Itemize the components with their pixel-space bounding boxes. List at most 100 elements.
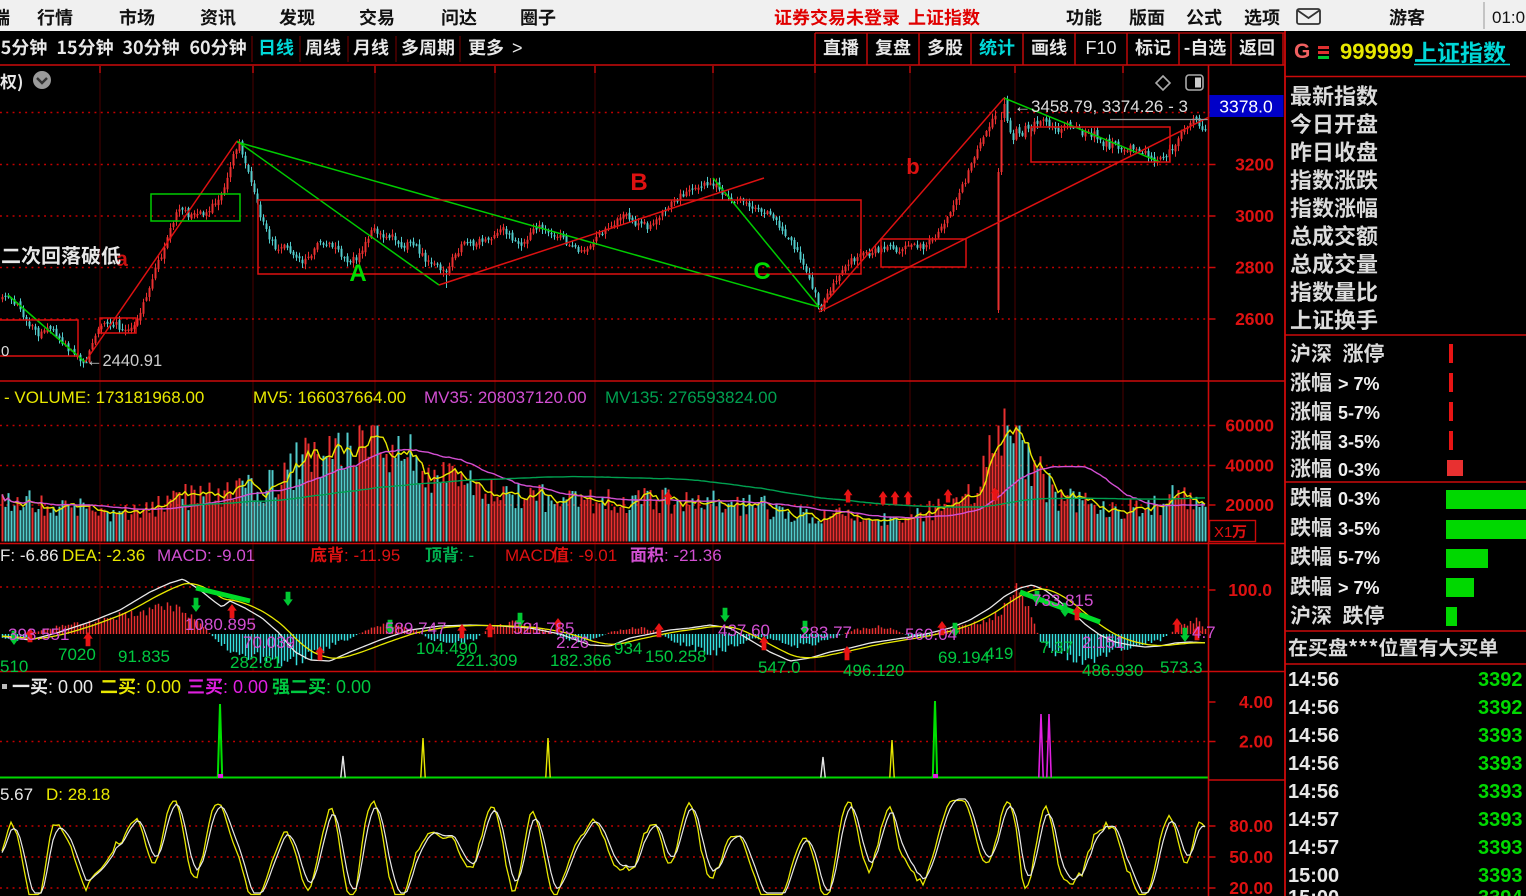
svg-text:14:56: 14:56 xyxy=(1288,781,1339,803)
svg-text:A: A xyxy=(349,260,366,287)
svg-text:100.0: 100.0 xyxy=(1228,580,1272,600)
svg-text:15:00: 15:00 xyxy=(1288,865,1339,887)
svg-text:7.37: 7.37 xyxy=(1040,638,1073,657)
svg-text:- VOLUME: 173181968.00: - VOLUME: 173181968.00 xyxy=(4,388,204,407)
svg-text:15:00: 15:00 xyxy=(1288,887,1339,896)
svg-text:573.3: 573.3 xyxy=(1160,658,1203,677)
svg-text:221.309: 221.309 xyxy=(456,651,517,670)
svg-text:0-3%: 0-3% xyxy=(1338,460,1380,480)
svg-text:MV5: 166037664.00: MV5: 166037664.00 xyxy=(253,388,406,407)
svg-text:50.00: 50.00 xyxy=(1229,847,1273,867)
svg-text:3-5%: 3-5% xyxy=(1338,432,1380,452)
svg-text:3393: 3393 xyxy=(1478,781,1523,803)
svg-text:521.785: 521.785 xyxy=(513,619,574,638)
svg-text:3393: 3393 xyxy=(1478,753,1523,775)
svg-text:X1: X1 xyxy=(1214,524,1232,541)
svg-text:3378.0: 3378.0 xyxy=(1219,97,1273,117)
svg-text:B: B xyxy=(630,169,647,196)
svg-text:0: 0 xyxy=(1,343,9,360)
svg-text:150.258: 150.258 xyxy=(645,647,706,666)
svg-text:: -: : - xyxy=(459,546,474,565)
svg-text:MACD: MACD xyxy=(505,546,555,565)
svg-text:80.00: 80.00 xyxy=(1229,816,1273,836)
svg-text:3393: 3393 xyxy=(1478,725,1523,747)
svg-text:2800: 2800 xyxy=(1235,258,1274,278)
svg-text:3-5%: 3-5% xyxy=(1338,519,1380,539)
svg-text:4.00: 4.00 xyxy=(1239,692,1273,712)
svg-text:5-7%: 5-7% xyxy=(1338,548,1380,568)
svg-text:3200: 3200 xyxy=(1235,155,1274,175)
svg-text:F: -6.86: F: -6.86 xyxy=(0,546,59,565)
svg-text:: -21.36: : -21.36 xyxy=(664,546,722,565)
svg-text:F10: F10 xyxy=(1085,38,1116,58)
svg-text:4.7: 4.7 xyxy=(1192,623,1216,642)
svg-text:: 0.00: : 0.00 xyxy=(326,677,371,697)
svg-text:3393: 3393 xyxy=(1478,837,1523,859)
svg-text:560.04: 560.04 xyxy=(905,625,957,644)
svg-text:14:56: 14:56 xyxy=(1288,753,1339,775)
svg-text:3392: 3392 xyxy=(1478,697,1523,719)
svg-text:14:56: 14:56 xyxy=(1288,669,1339,691)
svg-text:MV135: 276593824.00: MV135: 276593824.00 xyxy=(605,388,777,407)
svg-text:40000: 40000 xyxy=(1225,456,1274,476)
svg-text:69.194: 69.194 xyxy=(938,648,990,667)
svg-text:←2440.91: ←2440.91 xyxy=(86,352,162,370)
svg-text:3000: 3000 xyxy=(1235,206,1274,226)
svg-text:5-7%: 5-7% xyxy=(1338,403,1380,423)
svg-text:14:56: 14:56 xyxy=(1288,697,1339,719)
svg-text:01:0: 01:0 xyxy=(1492,8,1525,27)
svg-text:182.366: 182.366 xyxy=(550,651,611,670)
svg-text:14:57: 14:57 xyxy=(1288,809,1339,831)
svg-text:> 7%: > 7% xyxy=(1338,374,1380,394)
svg-text:934: 934 xyxy=(614,639,642,658)
svg-text:14:56: 14:56 xyxy=(1288,725,1339,747)
svg-text:b: b xyxy=(906,154,919,179)
svg-text:MV35: 208037120.00: MV35: 208037120.00 xyxy=(424,388,587,407)
svg-text:14:57: 14:57 xyxy=(1288,837,1339,859)
svg-text:999999: 999999 xyxy=(1340,39,1413,64)
svg-text:91.835: 91.835 xyxy=(118,647,170,666)
svg-text:510: 510 xyxy=(0,657,28,676)
svg-text:3394: 3394 xyxy=(1478,887,1523,896)
svg-text:104.490: 104.490 xyxy=(416,639,477,658)
svg-text:3393: 3393 xyxy=(1478,809,1523,831)
svg-text:2.151: 2.151 xyxy=(1082,633,1125,652)
svg-text:282.81: 282.81 xyxy=(230,653,282,672)
svg-text:3393: 3393 xyxy=(1478,865,1523,887)
svg-text:496.120: 496.120 xyxy=(843,661,904,680)
svg-text:486.930: 486.930 xyxy=(1082,661,1143,680)
svg-text:←3458.79, 3374.26 - 3: ←3458.79, 3374.26 - 3 xyxy=(1014,97,1188,116)
svg-text:C: C xyxy=(753,258,770,285)
svg-text:733.815: 733.815 xyxy=(1032,591,1093,610)
svg-text:437.60: 437.60 xyxy=(718,621,770,640)
svg-text:547.0: 547.0 xyxy=(758,658,801,677)
svg-text:>: > xyxy=(512,38,523,58)
svg-text:283.77: 283.77 xyxy=(800,623,852,642)
svg-text:2.26: 2.26 xyxy=(556,633,589,652)
svg-text:2600: 2600 xyxy=(1235,309,1274,329)
svg-text:20.00: 20.00 xyxy=(1229,878,1273,896)
svg-text:2.00: 2.00 xyxy=(1239,732,1273,752)
svg-text:0-3%: 0-3% xyxy=(1338,489,1380,509)
svg-text:> 7%: > 7% xyxy=(1338,578,1380,598)
svg-text:D: 28.18: D: 28.18 xyxy=(46,785,110,804)
svg-text:70.039: 70.039 xyxy=(243,633,295,652)
svg-text:3392: 3392 xyxy=(1478,669,1523,691)
svg-text:20000: 20000 xyxy=(1225,495,1274,515)
svg-text:7020: 7020 xyxy=(58,645,96,664)
svg-text:MACD: -9.01: MACD: -9.01 xyxy=(157,546,255,565)
svg-text:419: 419 xyxy=(985,644,1013,663)
svg-text:DEA: -2.36: DEA: -2.36 xyxy=(62,546,145,565)
svg-text:393.551: 393.551 xyxy=(8,625,69,644)
svg-text:: 0.00: : 0.00 xyxy=(48,677,93,697)
svg-text:a: a xyxy=(116,248,128,271)
svg-text:: 0.00: : 0.00 xyxy=(136,677,181,697)
svg-text:589.747: 589.747 xyxy=(385,619,446,638)
svg-text:1080.895: 1080.895 xyxy=(185,615,256,634)
svg-text:: -11.95: : -11.95 xyxy=(344,546,400,565)
svg-text:: -9.01: : -9.01 xyxy=(569,546,617,565)
svg-text:60000: 60000 xyxy=(1225,416,1274,436)
svg-text:: 0.00: : 0.00 xyxy=(223,677,268,697)
svg-text:G: G xyxy=(1294,40,1310,63)
svg-text:5.67: 5.67 xyxy=(0,785,33,804)
